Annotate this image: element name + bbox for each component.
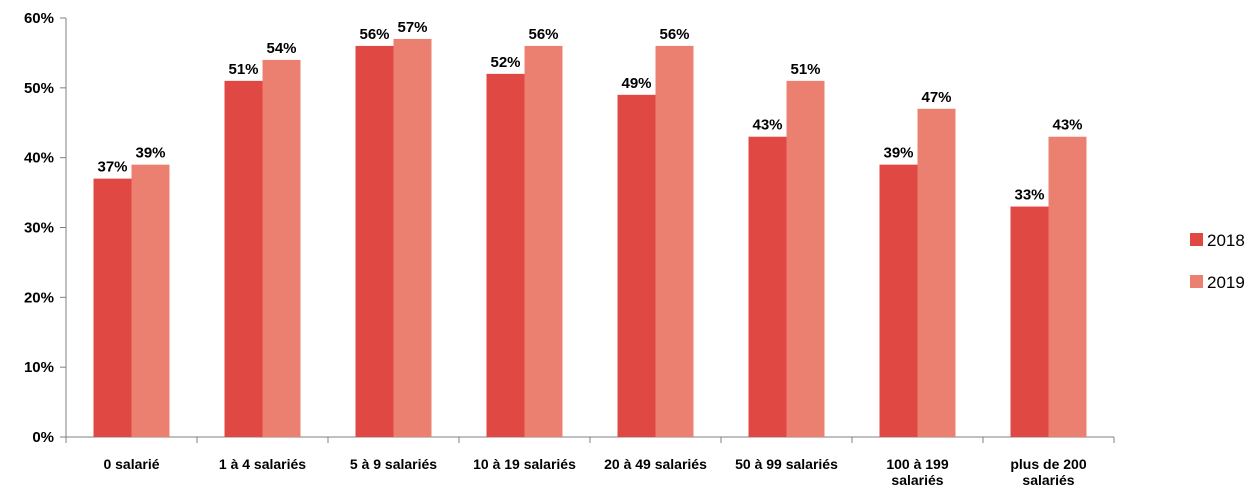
legend-label: 2019 — [1207, 273, 1245, 292]
y-tick-label: 10% — [24, 359, 54, 376]
y-tick-label: 20% — [24, 289, 54, 306]
y-tick-label: 0% — [32, 429, 54, 446]
x-category-label: plus de 200 — [1010, 456, 1086, 472]
y-axis: 0% 10% 20% 30% 40% 50% 60% — [24, 10, 67, 446]
bar-2018-3 — [486, 73, 525, 437]
x-category-label: 10 à 19 salariés — [473, 456, 576, 472]
data-label: 33% — [1014, 187, 1044, 204]
y-tick-label: 40% — [24, 150, 54, 167]
x-category-label: 20 à 49 salariés — [604, 456, 707, 472]
bar-2018-1 — [224, 80, 263, 437]
data-label: 56% — [659, 26, 689, 43]
data-label: 52% — [490, 54, 520, 71]
x-category-label: 5 à 9 salariés — [350, 456, 437, 472]
data-label: 57% — [397, 19, 427, 36]
data-label: 39% — [883, 145, 913, 162]
bar-2018-5 — [748, 136, 787, 437]
data-label: 49% — [621, 75, 651, 92]
bar-2019-7 — [1048, 136, 1087, 437]
bar-2018-4 — [617, 94, 656, 438]
data-label: 54% — [266, 40, 296, 57]
x-category-label: salariés — [891, 472, 943, 488]
x-category-label: 100 à 199 — [886, 456, 948, 472]
x-category-label: 1 à 4 salariés — [219, 456, 306, 472]
data-label: 39% — [135, 145, 165, 162]
y-tick-label: 50% — [24, 80, 54, 97]
bar-2018-2 — [355, 45, 394, 437]
x-axis: 0 salarié 1 à 4 salariés 5 à 9 salariés 10 … — [65, 436, 1115, 488]
legend-label: 2018 — [1207, 231, 1245, 250]
data-label: 43% — [1052, 117, 1082, 134]
legend-swatch-2019 — [1190, 275, 1203, 288]
data-labels: 37% 51% 56% 52% 49% 43% 39% 33% 39% 54% 57% 56% 56% 5… — [97, 19, 1082, 204]
data-label: 43% — [752, 117, 782, 134]
bar-2019-0 — [131, 164, 170, 437]
y-tick-label: 30% — [24, 220, 54, 237]
bar-2018-7 — [1010, 206, 1049, 437]
data-label: 51% — [790, 61, 820, 78]
x-category-label: 50 à 99 salariés — [735, 456, 838, 472]
bar-2019-5 — [786, 80, 825, 437]
x-category-label: salariés — [1022, 472, 1074, 488]
data-label: 56% — [359, 26, 389, 43]
bar-2018-6 — [879, 164, 918, 437]
data-label: 47% — [921, 89, 951, 106]
data-label: 37% — [97, 159, 127, 176]
y-tick-label: 60% — [24, 10, 54, 27]
bars — [93, 38, 1087, 438]
data-label: 51% — [228, 61, 258, 78]
legend-swatch-2018 — [1190, 233, 1203, 246]
bar-2019-4 — [655, 45, 694, 437]
x-category-label: 0 salarié — [103, 456, 159, 472]
bar-2019-1 — [262, 59, 301, 438]
legend: 2018 2019 — [1190, 231, 1245, 292]
bar-2018-0 — [93, 178, 132, 437]
data-label: 56% — [528, 26, 558, 43]
bar-2019-2 — [393, 38, 432, 437]
bar-2019-6 — [917, 108, 956, 438]
bar-2019-3 — [524, 45, 563, 437]
